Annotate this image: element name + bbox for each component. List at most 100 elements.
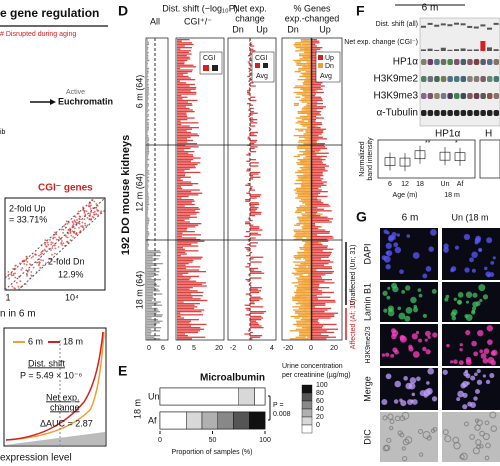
bar [295,235,311,238]
bar [177,291,204,294]
bar [177,79,196,81]
bar [147,43,149,46]
blot-band [427,59,434,65]
bar [147,45,148,47]
panel-letter: D [118,3,128,19]
bar [177,259,194,262]
bar [250,317,264,319]
blot-band [447,59,453,65]
bar [250,325,262,327]
nucleus [465,291,473,298]
bar [177,208,201,210]
micrograph [442,228,500,280]
bar [147,279,161,281]
bar [245,314,250,316]
bar [312,98,323,100]
scatter-dot [81,225,84,227]
bar [312,335,329,337]
bar [177,280,197,282]
bar [312,107,324,110]
bar [307,135,311,137]
column-header: All [150,16,160,26]
bar [312,152,329,154]
bar [177,234,201,236]
blot-band [454,76,460,82]
nucleus [405,285,411,291]
scatter-dot [32,255,34,258]
nucleus [381,353,386,357]
bar [312,93,316,95]
bar [177,93,197,95]
bar [177,146,199,148]
legend-label: Avg [320,73,332,80]
blot-band [460,93,467,99]
scatter-dot [78,227,80,229]
bar [147,173,150,175]
scatter-dot [46,241,49,244]
bar [177,61,185,63]
bar [299,167,311,169]
bar [177,186,182,188]
scatter-dot [39,253,42,256]
bar [297,291,311,294]
bar [177,159,194,161]
bar [493,22,499,25]
bar [297,120,305,122]
nucleus [483,348,490,354]
bar [248,216,250,218]
bar [147,56,149,58]
bar [250,234,262,236]
bar [177,243,192,246]
bar [250,131,259,134]
nucleus [396,233,401,237]
bar [250,48,254,50]
column-header: 6 m [402,213,419,224]
bar [247,103,250,105]
blot-band [460,110,467,116]
bar [312,43,316,46]
bar [298,221,306,223]
bar [303,51,311,54]
bar [303,258,311,260]
bar [247,136,250,138]
bar [248,106,250,108]
bar [147,327,162,329]
legend-label: 60 [316,398,324,405]
bar [147,85,149,87]
bar [250,291,260,294]
legend-swatch [255,63,260,68]
annotation: P = 5.49 × 10⁻⁶ [20,370,83,380]
blot-band [434,110,440,116]
bar [297,208,311,210]
nucleus [478,247,483,252]
bar [247,61,250,63]
bar [245,266,250,268]
bar [291,282,311,284]
nucleus [463,421,469,427]
bar [177,328,205,330]
bar [312,50,317,52]
nucleus [387,413,394,420]
bar [295,179,304,182]
bar [247,263,250,265]
bar-segment [217,411,234,430]
bar [247,250,250,252]
bar [307,103,311,105]
bar [303,63,311,65]
nucleus [432,426,438,432]
bar [250,111,254,113]
scatter-dot [25,272,28,275]
bar [147,71,149,73]
bar [147,192,149,194]
bar [312,210,332,212]
bar [299,53,312,55]
nucleus [478,284,486,292]
nucleus [385,373,392,380]
nucleus [430,229,437,236]
bar [302,186,311,188]
nucleus [391,282,398,289]
bar [147,149,149,151]
bar [312,253,331,255]
nucleus [476,368,481,374]
x-tick-label: 6 [388,181,392,188]
